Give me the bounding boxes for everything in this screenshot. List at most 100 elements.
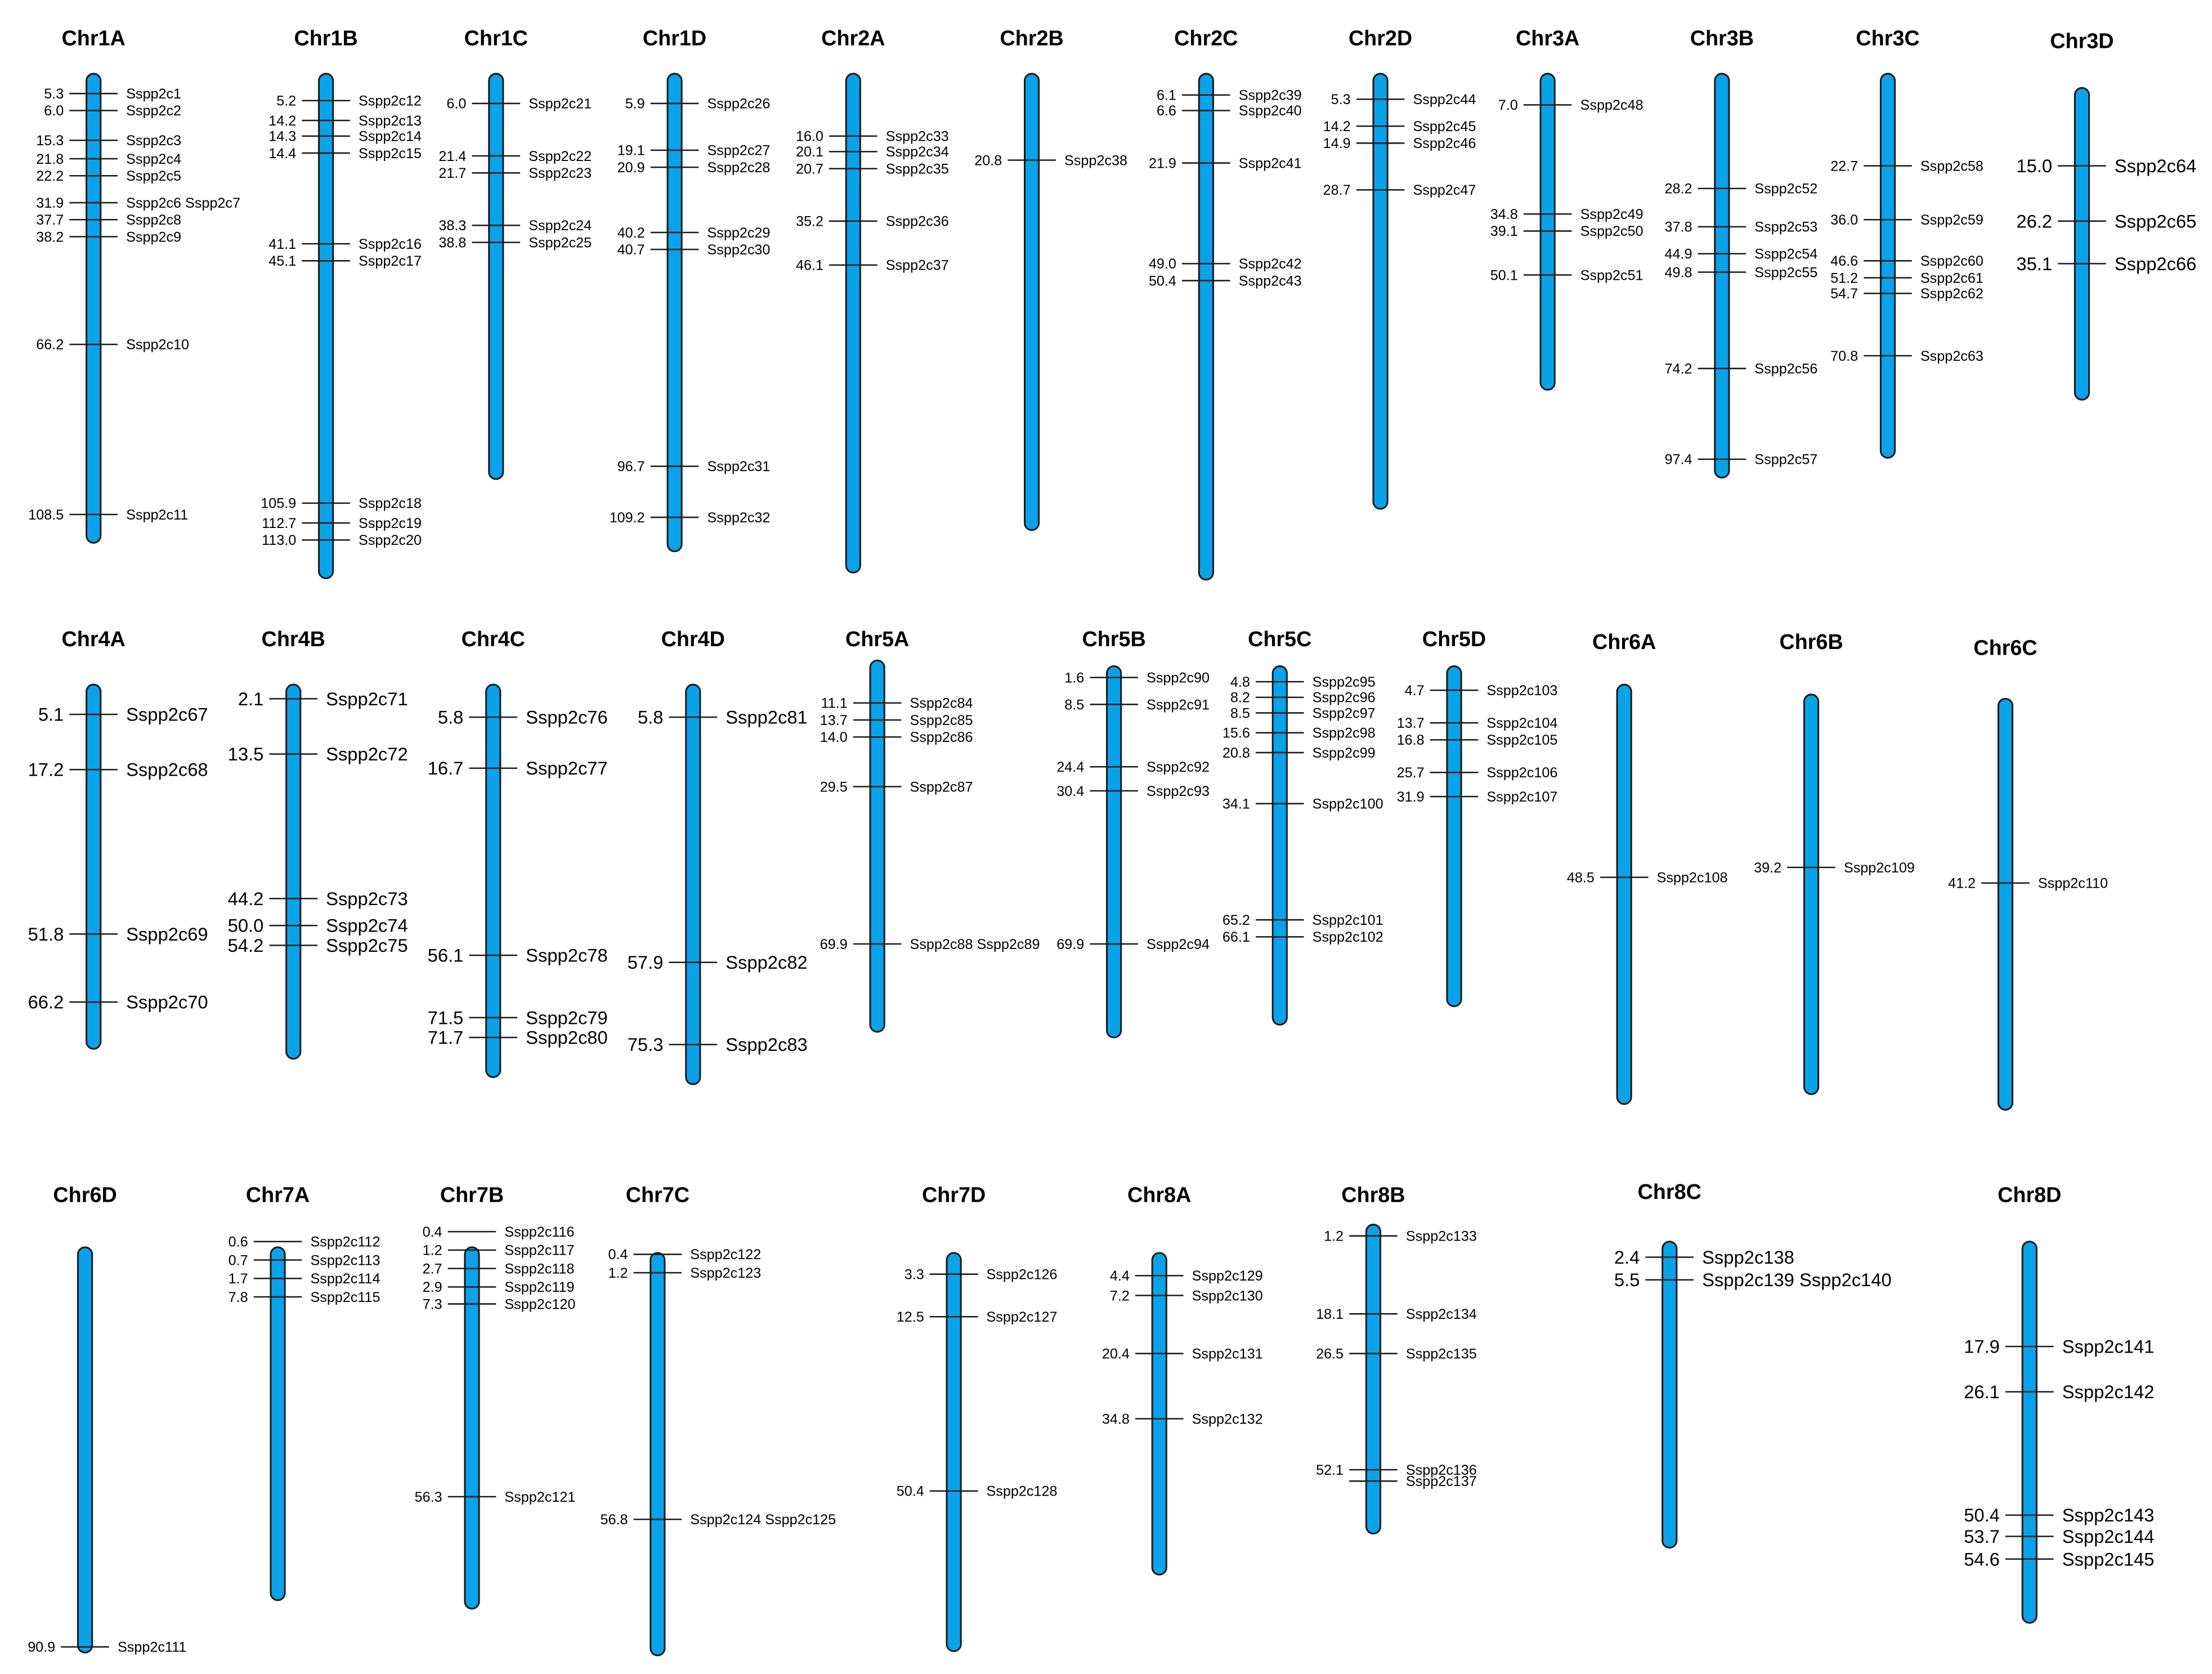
gene-position: 1.2 xyxy=(423,1243,442,1259)
gene-position: 5.8 xyxy=(638,707,663,728)
gene-position: 16.8 xyxy=(1397,732,1425,748)
gene-position: 51.8 xyxy=(28,924,64,945)
gene-position: 108.5 xyxy=(28,507,64,523)
gene-label: Sspp2c22 xyxy=(529,149,592,164)
chromosome-title: Chr4D xyxy=(661,628,725,651)
chromosome-title: Chr8D xyxy=(1998,1183,2061,1207)
gene-position: 53.7 xyxy=(1964,1526,2000,1547)
chromosome-chr2d: Chr2D 5.3 Sspp2c44 14.2 Sspp2c45 14.9 Sspp2c46… xyxy=(1323,27,1476,510)
gene-position: 40.2 xyxy=(617,225,645,241)
gene-position: 21.4 xyxy=(438,149,466,164)
chromosome-chr5a: Chr5A 11.1 Sspp2c84 13.7 Sspp2c85 14.0 Sspp2c8… xyxy=(820,628,1040,1033)
gene-label: Sspp2c127 xyxy=(987,1309,1058,1325)
gene-label: Sspp2c76 xyxy=(526,707,608,728)
gene-label: Sspp2c128 xyxy=(987,1484,1058,1500)
chromosome-chr2c: Chr2C 6.1 Sspp2c39 6.6 Sspp2c40 21.9 Sspp2c41 4… xyxy=(1149,27,1302,581)
chromosome-bar xyxy=(1151,1252,1167,1576)
gene-label: Sspp2c26 xyxy=(707,96,770,112)
gene-position: 8.5 xyxy=(1230,705,1250,721)
gene-position: 2.1 xyxy=(238,688,263,709)
chromosome-bar xyxy=(845,73,861,574)
gene-position: 54.7 xyxy=(1830,286,1858,302)
gene-label: Sspp2c107 xyxy=(1486,789,1557,805)
gene-label: Sspp2c121 xyxy=(504,1489,575,1505)
gene-label: Sspp2c74 xyxy=(326,915,408,936)
gene-position: 21.7 xyxy=(438,165,466,181)
gene-position: 26.5 xyxy=(1316,1346,1344,1362)
gene-position: 29.5 xyxy=(820,779,848,795)
gene-label: Sspp2c106 xyxy=(1486,765,1557,781)
chromosome-chr7b: Chr7B 0.4 Sspp2c116 1.2 Sspp2c117 2.7 Sspp2c11… xyxy=(415,1183,575,1610)
chromosome-title: Chr1D xyxy=(643,27,706,51)
gene-position: 14.3 xyxy=(268,129,296,145)
gene-label: Sspp2c118 xyxy=(504,1261,574,1277)
gene-label: Sspp2c105 xyxy=(1486,732,1557,748)
gene-label: Sspp2c85 xyxy=(910,713,973,728)
gene-label: Sspp2c51 xyxy=(1580,267,1644,283)
gene-label: Sspp2c1 xyxy=(126,86,181,102)
gene-position: 39.2 xyxy=(1754,860,1781,876)
chromosome-title: Chr7A xyxy=(246,1183,310,1207)
gene-position: 8.5 xyxy=(1064,697,1084,713)
gene-position: 45.1 xyxy=(268,253,296,269)
gene-position: 34.8 xyxy=(1102,1411,1130,1427)
gene-label: Sspp2c120 xyxy=(504,1296,575,1312)
gene-position: 28.2 xyxy=(1664,181,1692,197)
gene-label: Sspp2c110 xyxy=(2038,876,2108,892)
gene-position: 31.9 xyxy=(36,195,64,211)
gene-label: Sspp2c119 xyxy=(504,1279,574,1295)
chromosome-bar xyxy=(685,683,701,1085)
gene-position: 14.0 xyxy=(820,729,848,745)
gene-label: Sspp2c71 xyxy=(326,688,408,709)
gene-label: Sspp2c103 xyxy=(1486,683,1557,699)
gene-label: Sspp2c97 xyxy=(1313,705,1376,721)
gene-label: Sspp2c44 xyxy=(1413,92,1476,108)
gene-position: 40.7 xyxy=(617,242,645,258)
gene-label: Sspp2c16 xyxy=(359,236,422,252)
gene-label: Sspp2c131 xyxy=(1192,1346,1263,1362)
gene-label: Sspp2c15 xyxy=(359,146,422,162)
gene-position: 0.6 xyxy=(229,1234,248,1250)
chromosome-bar xyxy=(77,1246,93,1654)
gene-label: Sspp2c70 xyxy=(126,992,208,1013)
gene-label: Sspp2c72 xyxy=(326,744,408,764)
gene-position: 15.3 xyxy=(36,133,64,149)
gene-label: Sspp2c37 xyxy=(886,258,949,274)
gene-position: 35.1 xyxy=(2016,253,2052,274)
gene-label: Sspp2c45 xyxy=(1413,119,1476,135)
gene-position: 7.3 xyxy=(423,1296,442,1312)
chromosome-bar xyxy=(2074,87,2090,401)
gene-position: 13.7 xyxy=(820,713,848,728)
gene-position: 34.8 xyxy=(1490,207,1518,222)
gene-position: 70.8 xyxy=(1830,348,1858,364)
gene-label: Sspp2c28 xyxy=(707,160,770,176)
gene-position: 44.2 xyxy=(228,888,264,909)
gene-position: 20.4 xyxy=(1102,1346,1130,1362)
chromosome-bar xyxy=(86,683,102,1050)
gene-position: 7.8 xyxy=(229,1290,248,1305)
gene-label: Sspp2c30 xyxy=(707,242,770,258)
gene-label: Sspp2c58 xyxy=(1920,158,1983,174)
chromosome-bar xyxy=(666,73,683,553)
chromosome-title: Chr5A xyxy=(845,628,909,651)
gene-label: Sspp2c69 xyxy=(126,924,208,945)
gene-label: Sspp2c132 xyxy=(1192,1411,1263,1427)
gene-position: 56.8 xyxy=(600,1512,628,1528)
gene-position: 4.4 xyxy=(1110,1268,1130,1284)
chromosome-title: Chr1A xyxy=(62,27,126,51)
gene-label: Sspp2c93 xyxy=(1147,784,1210,799)
gene-label: Sspp2c19 xyxy=(359,516,422,531)
gene-label: Sspp2c66 xyxy=(2115,253,2197,274)
chromosome-bar xyxy=(1997,697,2014,1111)
chromosome-title: Chr1B xyxy=(294,27,357,51)
gene-label: Sspp2c50 xyxy=(1580,223,1644,239)
gene-position: 2.7 xyxy=(423,1261,442,1277)
chromosome-title: Chr2B xyxy=(1000,27,1063,51)
gene-label: Sspp2c113 xyxy=(310,1252,380,1268)
chromosome-bar xyxy=(1271,665,1288,1026)
gene-position: 65.2 xyxy=(1223,912,1250,928)
gene-position: 50.4 xyxy=(1149,273,1176,289)
gene-label: Sspp2c108 xyxy=(1657,870,1728,885)
gene-position: 96.7 xyxy=(617,459,645,475)
gene-position: 31.9 xyxy=(1397,789,1425,805)
